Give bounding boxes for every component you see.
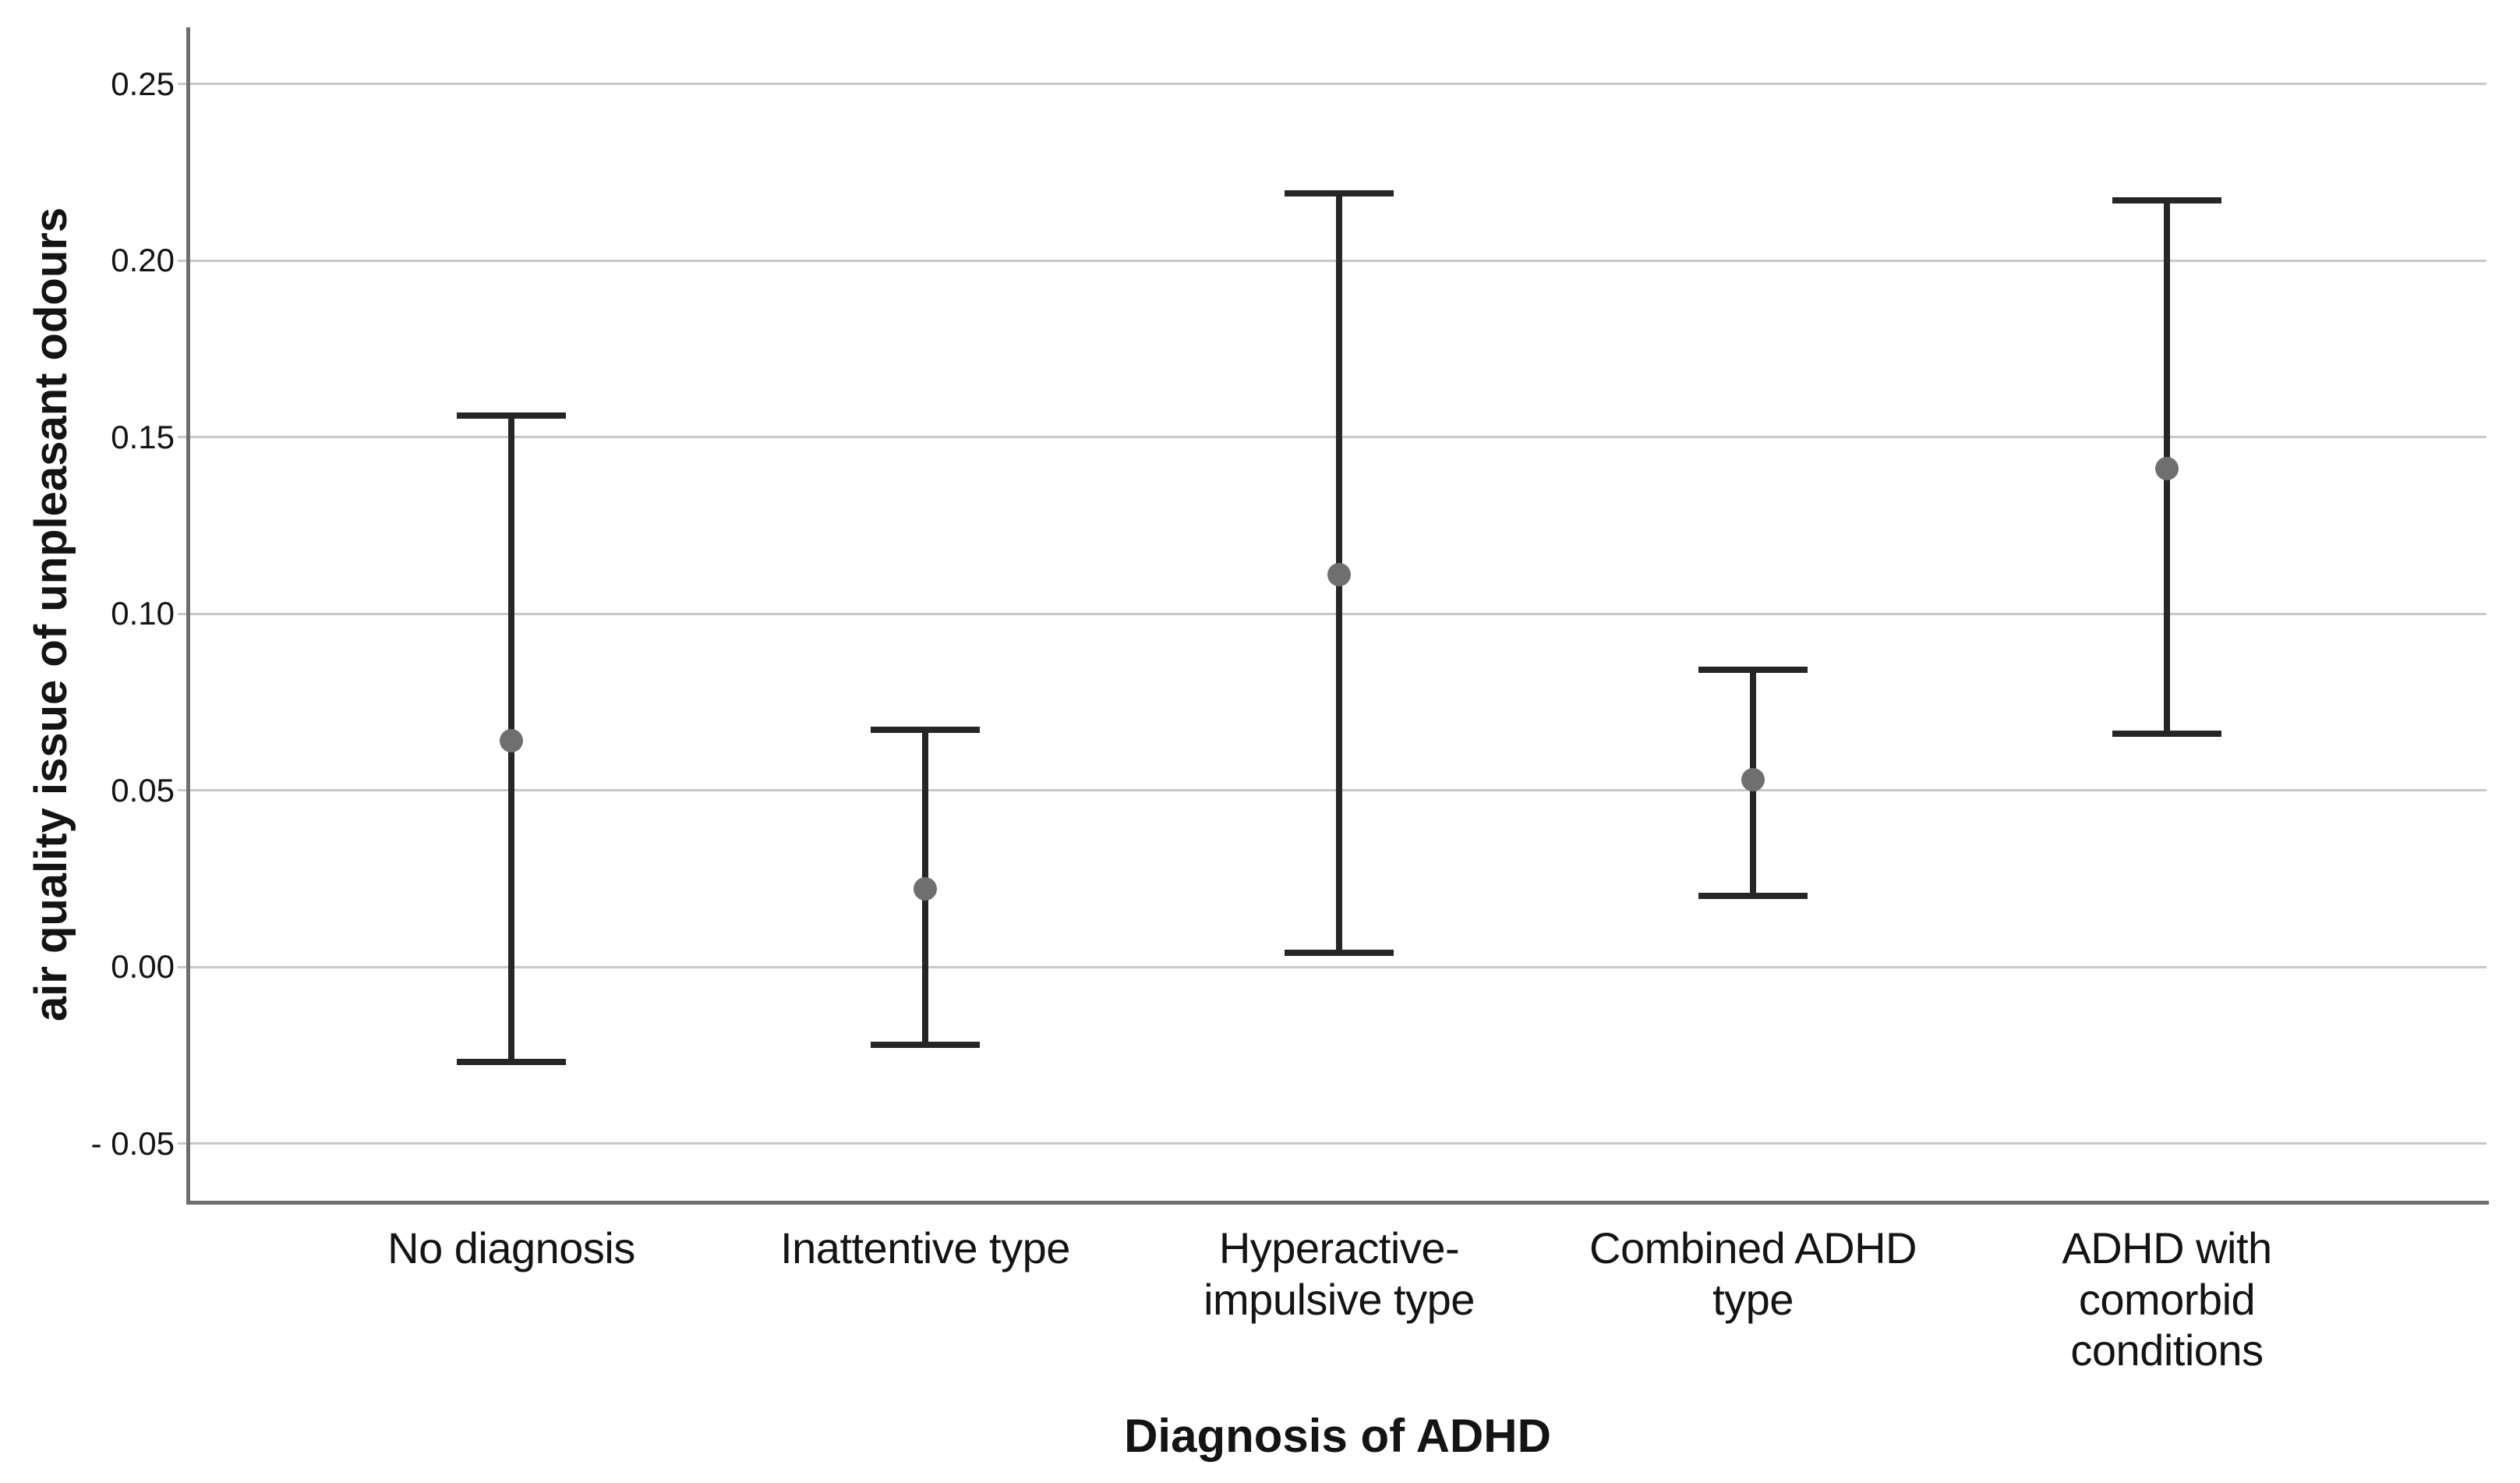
x-axis-title: Diagnosis of ADHD	[1124, 1410, 1551, 1462]
gridline	[178, 612, 2486, 615]
mean-dot	[500, 729, 523, 753]
mean-dot	[1741, 767, 1765, 791]
y-tick-label: 0.10	[111, 595, 175, 632]
gridline	[178, 1142, 2486, 1145]
y-tick-label: 0.05	[111, 771, 175, 809]
error-bar-cap-bottom	[457, 1059, 566, 1066]
error-bar-cap-bottom	[1698, 893, 1808, 900]
gridline	[178, 789, 2486, 791]
gridline	[178, 83, 2486, 85]
category-label: ADHD with comorbid conditions	[2062, 1223, 2272, 1375]
y-axis-title: air quality issue of unpleasant odours	[26, 207, 76, 1022]
y-tick-label: 0.00	[111, 948, 175, 985]
category-label: Combined ADHD type	[1589, 1223, 1917, 1324]
mean-dot	[2155, 457, 2179, 481]
x-axis-line	[186, 1201, 2489, 1205]
category-label: Inattentive type	[780, 1223, 1070, 1272]
y-tick-label: 0.20	[111, 242, 175, 278]
category-label: Hyperactive-impulsive type	[1203, 1223, 1475, 1324]
y-tick-label: 0.15	[111, 418, 175, 455]
gridline	[178, 436, 2486, 438]
error-bar-cap-top	[871, 727, 980, 734]
error-bar-cap-top	[1285, 189, 1394, 196]
y-tick-label: - 0.05	[90, 1124, 175, 1162]
error-bar-cap-top	[457, 412, 566, 419]
category-label: No diagnosis	[387, 1223, 635, 1272]
gridline	[178, 259, 2486, 262]
y-tick-label: 0.25	[111, 65, 175, 102]
error-bar-cap-top	[2112, 196, 2221, 204]
error-bar-cap-bottom	[2112, 731, 2221, 738]
mean-dot	[914, 877, 937, 901]
mean-dot	[1327, 563, 1351, 587]
y-axis-line	[186, 27, 190, 1205]
error-bar-cap-bottom	[871, 1041, 980, 1048]
error-bar-cap-bottom	[1285, 949, 1394, 956]
error-bar-cap-top	[1698, 667, 1808, 674]
gridline	[178, 965, 2486, 968]
